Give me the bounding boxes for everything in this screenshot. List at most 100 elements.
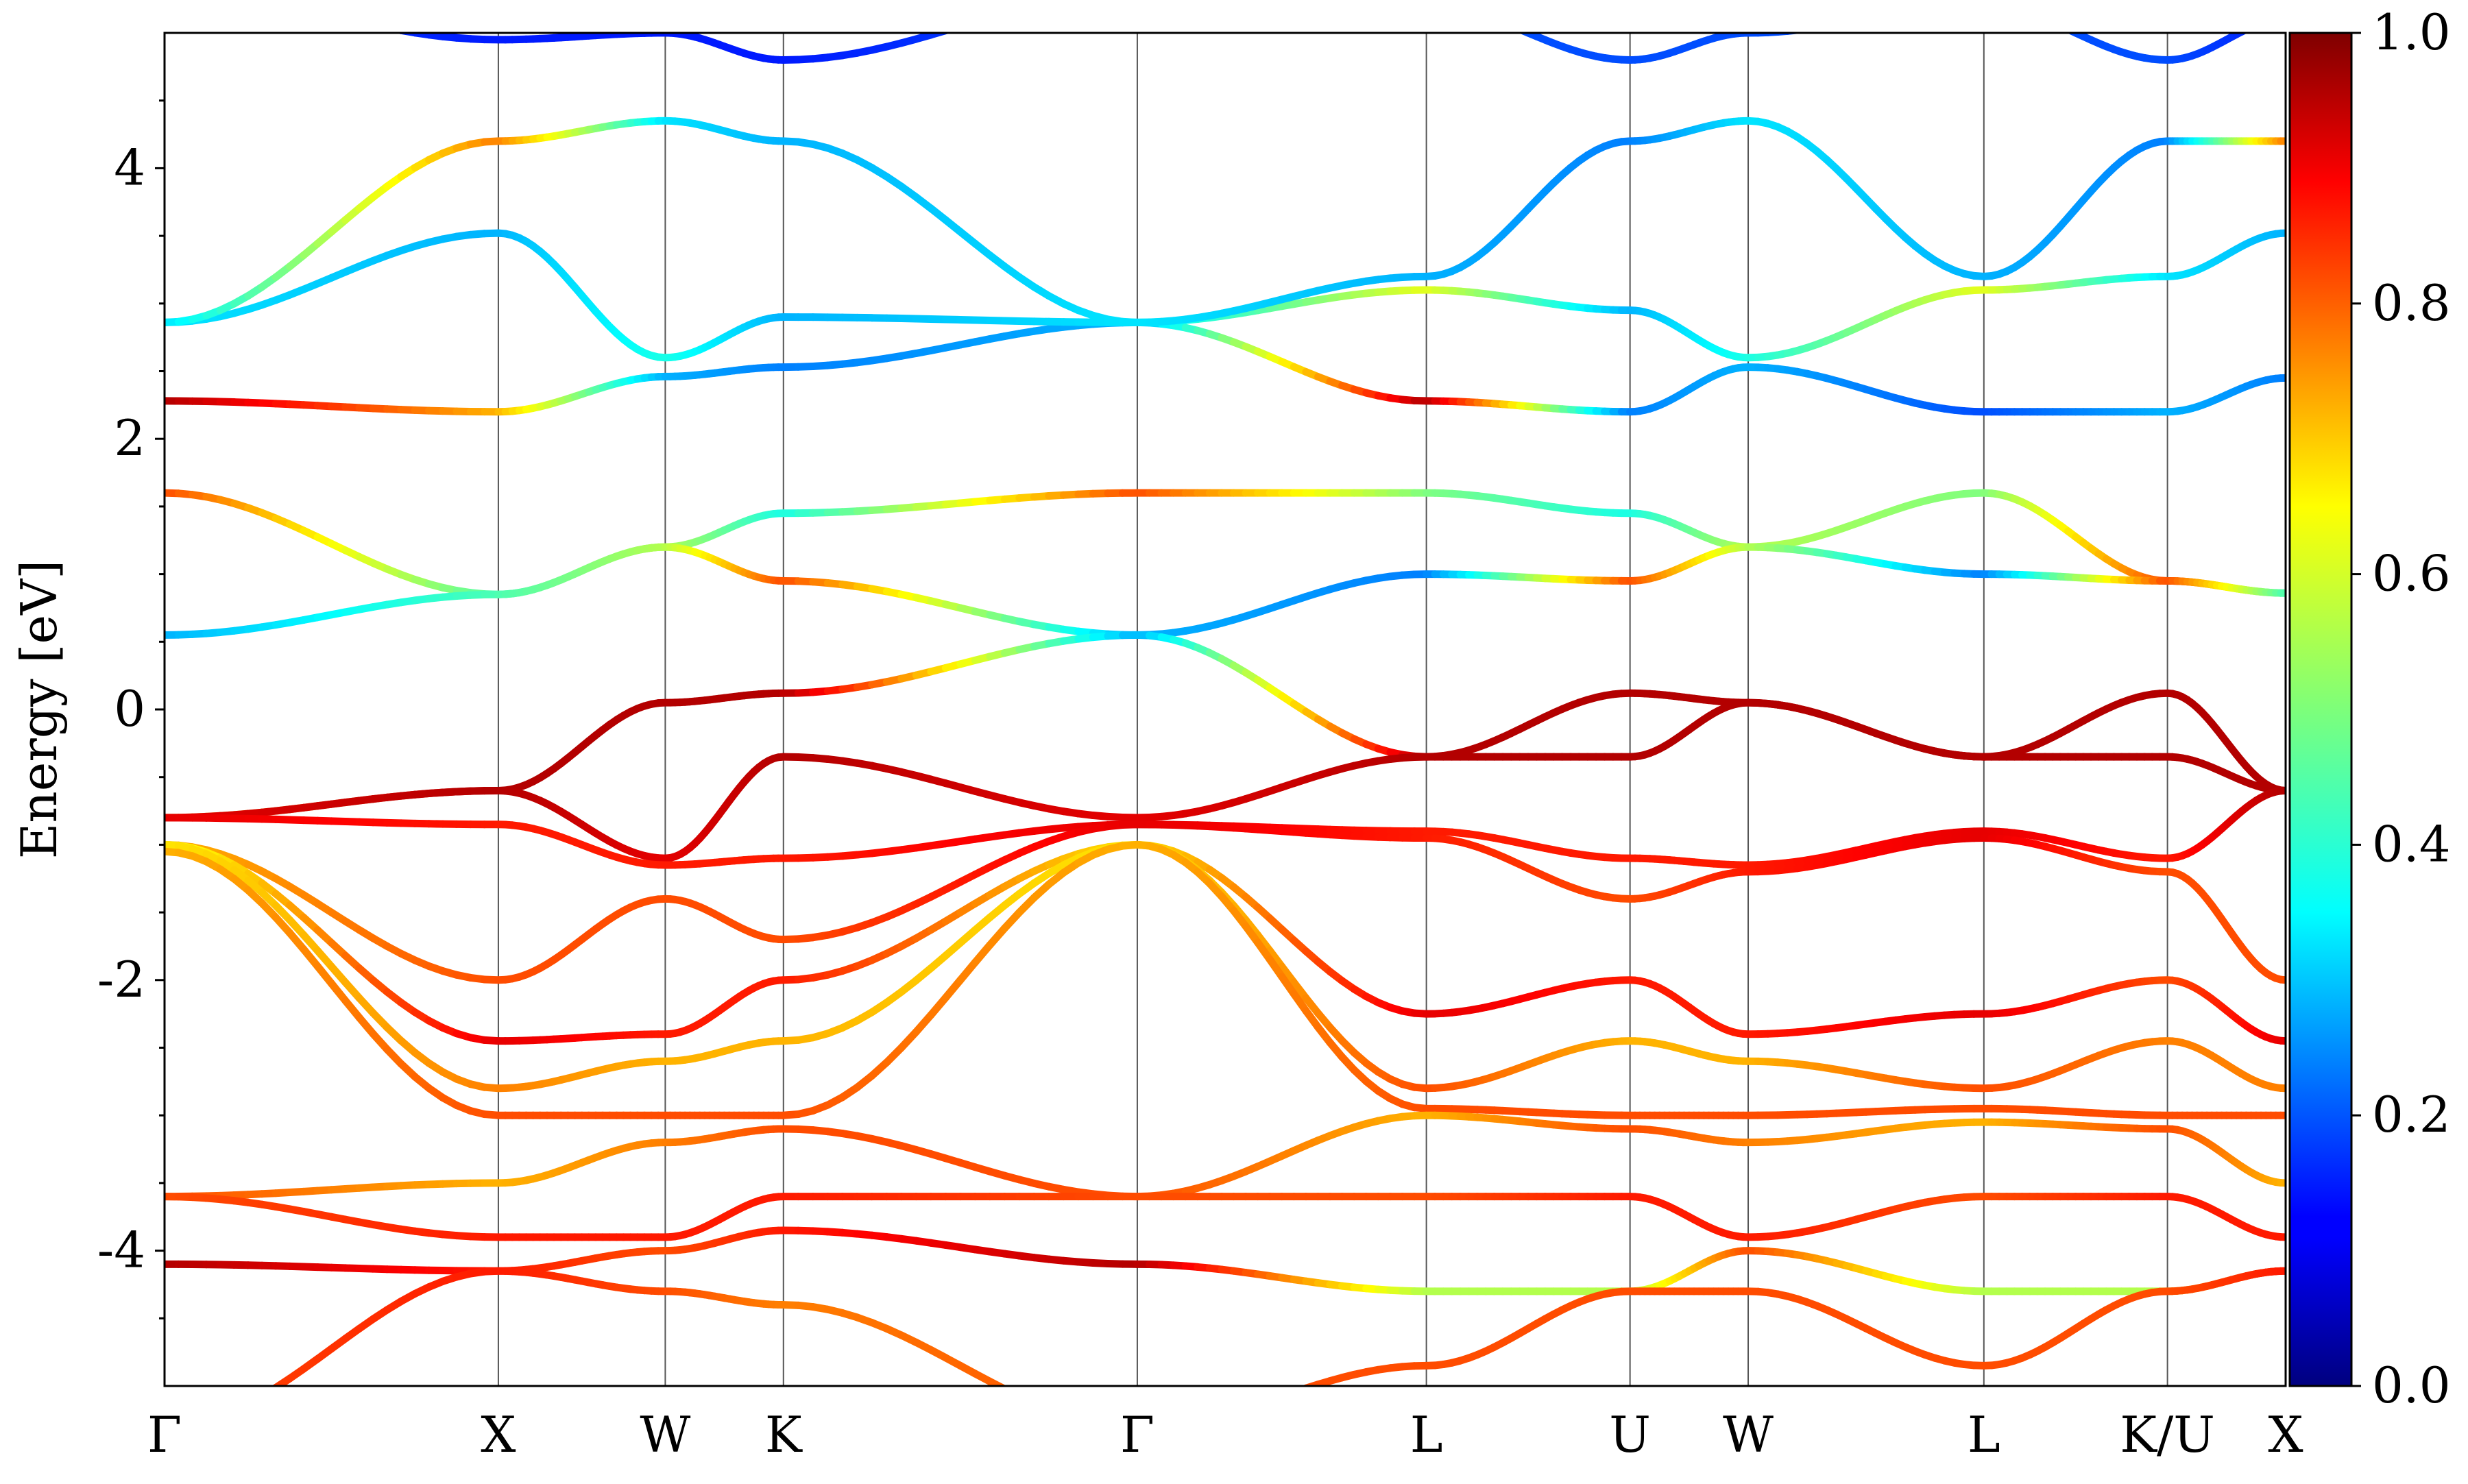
x-tick-label: Γ [1120,1406,1154,1463]
band-segment [1049,0,1064,2]
band-segment [1477,14,1486,16]
band-segment [1222,1411,1234,1415]
band-segment [1503,23,1511,26]
x-tick-label: K/U [2120,1406,2215,1463]
band-segment [262,1,276,4]
band-segment [960,22,976,26]
band-segment [1443,7,1451,8]
band-segment [990,13,1005,17]
band-segment [2022,12,2030,14]
band-segment [1078,1418,1093,1422]
band-segment [1233,1408,1246,1411]
colorbar-tick-label: 0.6 [2372,545,2451,603]
y-tick-label: 0 [114,680,145,738]
band-segment [2053,23,2060,26]
band-segment [1460,10,1468,12]
band-segment [1925,9,1935,10]
band-segment [1049,1409,1064,1414]
band-segment [2060,26,2068,29]
colorbar-tick-label: 0.4 [2372,815,2451,873]
band-segment [1258,1400,1270,1404]
x-tick-label: X [481,1406,516,1463]
band-14 [165,1197,2286,1237]
band-segment [1945,7,1955,8]
band-segment [1270,1396,1282,1400]
x-tick-label: K [765,1406,803,1463]
band-segment [1318,1,1330,2]
band-17 [165,0,2286,60]
band-segment [234,1404,247,1411]
band-segment [1342,3,1355,4]
band-5 [165,547,2286,635]
band-segment [373,25,387,28]
band-segment [1846,21,1856,23]
band-segment [1486,16,1494,19]
band-segment [206,1416,220,1421]
band-segment [1004,1389,1019,1396]
band-segment [248,1396,262,1404]
band-segment [1435,6,1443,7]
band-segment [1354,4,1366,5]
colorbar-tick-label: 0.8 [2372,274,2451,332]
band-segment [2030,14,2037,16]
band-segment [1955,6,1964,7]
band-segment [220,1411,234,1416]
band-segment [2241,29,2246,32]
band-segment [2037,16,2045,19]
band-segment [2256,23,2261,25]
colorbar-tick-label: 0.2 [2372,1086,2451,1143]
x-tick-label: Γ [147,1406,182,1463]
band-segment [1452,8,1460,10]
band-segment [1004,9,1019,13]
colorbar-tick-label: 1.0 [2372,3,2451,61]
y-tick-label: 2 [114,409,145,467]
x-tick-label: L [1968,1406,2000,1463]
x-tick-label: X [2268,1406,2303,1463]
band-segment [359,22,373,25]
band-segment [2014,10,2022,12]
x-tick-label: L [1410,1406,1443,1463]
band-segment [1469,12,1477,14]
band-segment [387,28,401,31]
band-segment [1817,26,1826,27]
band-lines [165,0,2286,1426]
band-segment [1282,1392,1294,1396]
band-segment [1019,1396,1035,1403]
band-segment [2266,21,2271,23]
band-segment [1798,29,1807,30]
band-segment [1827,25,1837,26]
y-tick-label: -4 [97,1221,145,1279]
band-segment [1511,26,1519,29]
band-segment [1787,30,1797,31]
band-segment [1905,11,1915,12]
band-segment [290,7,304,10]
band-segment [1093,1422,1108,1424]
band-segment [1495,19,1503,23]
band-segment [1019,5,1035,9]
band-segment [1896,12,1905,14]
band-segment [193,1421,206,1424]
band-segment [317,13,331,16]
band-segment [2251,25,2256,27]
band-segment [346,19,359,22]
band-segment [2276,20,2281,21]
band-segment [1366,4,1379,5]
band-segment [1161,1424,1174,1426]
x-tick-label: W [1723,1406,1774,1463]
band-segment [975,17,990,21]
band-13 [165,1115,2286,1196]
band-segment [1915,10,1925,11]
band-segment [1856,19,1866,21]
band-segment [1876,16,1885,18]
band-segment [1999,7,2007,8]
band-segment [1807,27,1817,29]
colorbar-tick-label: 0.0 [2372,1357,2451,1414]
band-10 [165,844,2286,1041]
band-segment [1209,1415,1222,1418]
band-segment [2261,22,2266,23]
band-segment [1063,1414,1078,1418]
band-segment [262,1387,276,1396]
